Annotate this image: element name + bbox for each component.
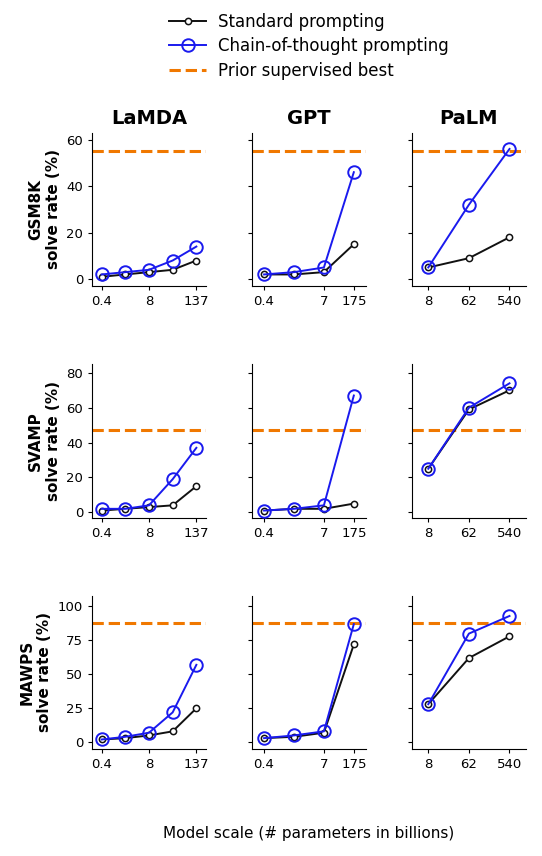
Legend: Standard prompting, Chain-of-thought prompting, Prior supervised best: Standard prompting, Chain-of-thought pro… <box>170 13 448 80</box>
Title: GPT: GPT <box>287 110 331 128</box>
Y-axis label: GSM8K
solve rate (%): GSM8K solve rate (%) <box>28 150 61 270</box>
Title: PaLM: PaLM <box>440 110 498 128</box>
Title: LaMDA: LaMDA <box>111 110 187 128</box>
Y-axis label: SVAMP
solve rate (%): SVAMP solve rate (%) <box>28 381 61 501</box>
Text: Model scale (# parameters in billions): Model scale (# parameters in billions) <box>163 825 455 841</box>
Y-axis label: MAWPS
solve rate (%): MAWPS solve rate (%) <box>20 612 53 732</box>
